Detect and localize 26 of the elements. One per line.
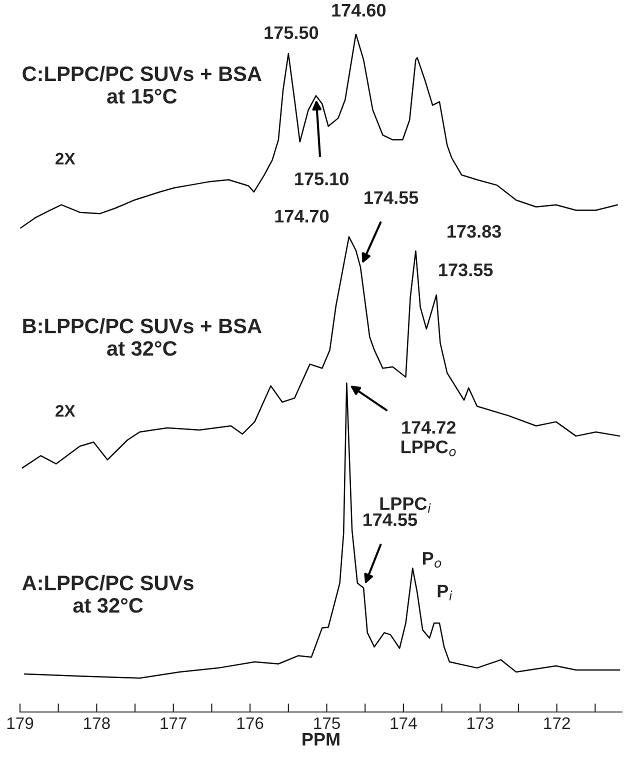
annotation: 174.55 [364, 191, 418, 204]
annotation: 174.60 [332, 4, 386, 17]
annotation: 175.50 [264, 26, 318, 40]
annotation: 2X [56, 152, 76, 164]
annotation: 174.70 [275, 210, 329, 223]
annotation: LPPC$_{i}$ [380, 497, 431, 513]
x-tick-label: 172 [544, 717, 570, 729]
annotation: C:LPPC/PC SUVs + BSA at 15°C [22, 66, 262, 104]
x-tick-label: 176 [237, 717, 264, 730]
annotation: 175.10 [295, 172, 348, 186]
x-tick-label: 173 [467, 717, 494, 730]
x-tick-label: 179 [7, 717, 34, 730]
annotation: P$_{i}$ [438, 584, 452, 600]
annotation: P$_{o}$ [423, 552, 442, 568]
annotation: 173.83 [448, 224, 502, 238]
annotation: 174.55 [363, 514, 418, 526]
annotation: 173.55 [439, 263, 493, 276]
x-tick-label: 175 [314, 717, 340, 730]
x-tick-label: 178 [84, 717, 110, 730]
x-tick-label: 177 [160, 717, 186, 729]
annotation: 2X [56, 404, 76, 417]
annotation: B:LPPC/PC SUVs + BSA at 32°C [23, 318, 262, 356]
annotation: 174.72 LPPC$_{o}$ [401, 421, 456, 456]
x-axis-title: PPM [302, 733, 340, 746]
annotation: A:LPPC/PC SUVs at 32°C [22, 575, 194, 613]
x-tick-label: 174 [390, 717, 417, 729]
